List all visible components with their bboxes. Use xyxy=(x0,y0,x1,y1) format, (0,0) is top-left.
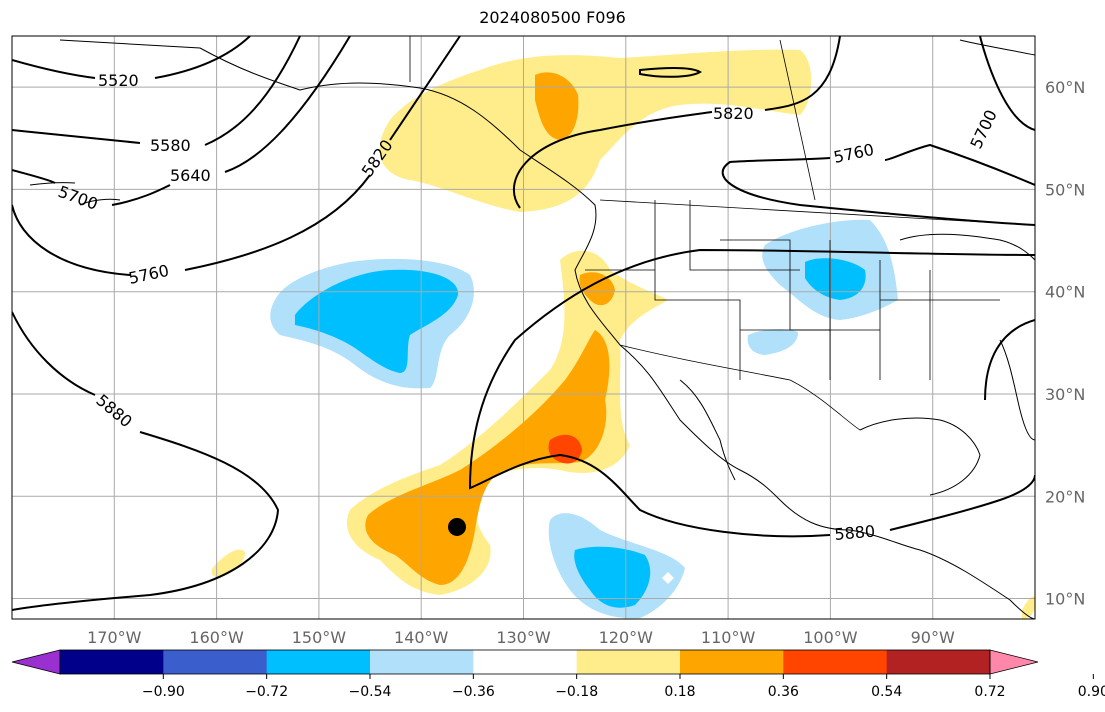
colorbar-extend-low xyxy=(11,649,61,675)
colorbar-tick-label: 0.90 xyxy=(1078,684,1105,700)
colorbar-tick-label: 0.18 xyxy=(664,684,695,700)
contour-label-5820: 5820 xyxy=(713,104,754,123)
lat-tick-label: 50°N xyxy=(1045,180,1085,199)
contour-label-5640: 5640 xyxy=(170,166,211,185)
positive-anomaly-region xyxy=(1022,596,1035,619)
colorbar-tick-label: 0.72 xyxy=(974,684,1005,700)
longitude-labels: 170°W 160°W 150°W 140°W 130°W 120°W 110°W 100°W… xyxy=(87,628,955,647)
contour-label-5880: 5880 xyxy=(834,522,876,544)
lon-tick-label: 140°W xyxy=(394,628,449,647)
contour-label-5760: 5760 xyxy=(127,261,171,288)
positive-anomaly-core xyxy=(579,272,615,306)
anomaly-shading xyxy=(211,49,1035,619)
lon-tick-label: 100°W xyxy=(803,628,858,647)
negative-anomaly-region xyxy=(747,329,798,355)
lat-tick-label: 60°N xyxy=(1045,78,1085,97)
colorbar-segment xyxy=(163,650,268,674)
colorbar-tick-label: −0.72 xyxy=(245,684,288,700)
lon-tick-label: 130°W xyxy=(496,628,551,647)
height-contours xyxy=(12,36,1035,611)
contour-label-5760: 5760 xyxy=(832,140,876,167)
colorbar-tick-label: −0.36 xyxy=(452,684,495,700)
contour-label-5580: 5580 xyxy=(150,136,191,155)
colorbar-extend-high xyxy=(989,649,1039,675)
negative-anomaly-core xyxy=(574,546,651,608)
colorbar-labels: −0.90 −0.72 −0.54 −0.36 −0.18 0.18 0.36 0.54 0.7… xyxy=(142,674,1105,700)
lon-tick-label: 90°W xyxy=(911,628,955,647)
positive-anomaly-region xyxy=(211,549,245,578)
contour-label-5700: 5700 xyxy=(56,182,101,214)
contour-label-5700: 5700 xyxy=(966,107,1000,152)
negative-anomaly-core xyxy=(295,269,459,373)
lat-tick-label: 30°N xyxy=(1045,385,1085,404)
positive-anomaly-core xyxy=(365,330,610,585)
colorbar-tick-label: −0.18 xyxy=(555,684,598,700)
colorbar-segment xyxy=(60,650,164,674)
lat-tick-label: 10°N xyxy=(1045,590,1085,609)
lon-tick-label: 160°W xyxy=(189,628,244,647)
negative-anomaly-core xyxy=(805,258,866,300)
gridlines xyxy=(12,36,1035,619)
colorbar-segment xyxy=(266,650,371,674)
latitude-labels: 10°N 20°N 30°N 40°N 50°N 60°N xyxy=(1045,78,1085,608)
positive-anomaly-core xyxy=(535,72,579,140)
contour-label-5520: 5520 xyxy=(98,71,139,90)
colorbar-tick-label: −0.54 xyxy=(349,684,392,700)
colorbar-frame xyxy=(59,649,991,675)
lon-tick-label: 110°W xyxy=(701,628,756,647)
colorbar-segment xyxy=(886,650,991,674)
map-frame xyxy=(11,35,1036,620)
lon-tick-label: 170°W xyxy=(87,628,142,647)
colorbar-tick-label: −0.90 xyxy=(142,684,185,700)
colorbar xyxy=(11,649,1039,675)
colorbar-segment xyxy=(370,650,474,674)
lat-tick-label: 40°N xyxy=(1045,283,1085,302)
location-marker xyxy=(448,517,467,536)
colorbar-segment xyxy=(783,650,888,674)
colorbar-tick-label: 0.36 xyxy=(768,684,799,700)
map-title: 2024080500 F096 xyxy=(479,8,626,27)
colorbar-tick-label: 0.54 xyxy=(871,684,902,700)
colorbar-segment xyxy=(576,650,681,674)
lon-tick-label: 120°W xyxy=(599,628,654,647)
lat-tick-label: 20°N xyxy=(1045,487,1085,506)
lon-tick-label: 150°W xyxy=(292,628,347,647)
colorbar-segment xyxy=(680,650,784,674)
colorbar-segment xyxy=(473,650,578,674)
coastlines xyxy=(29,39,1035,619)
